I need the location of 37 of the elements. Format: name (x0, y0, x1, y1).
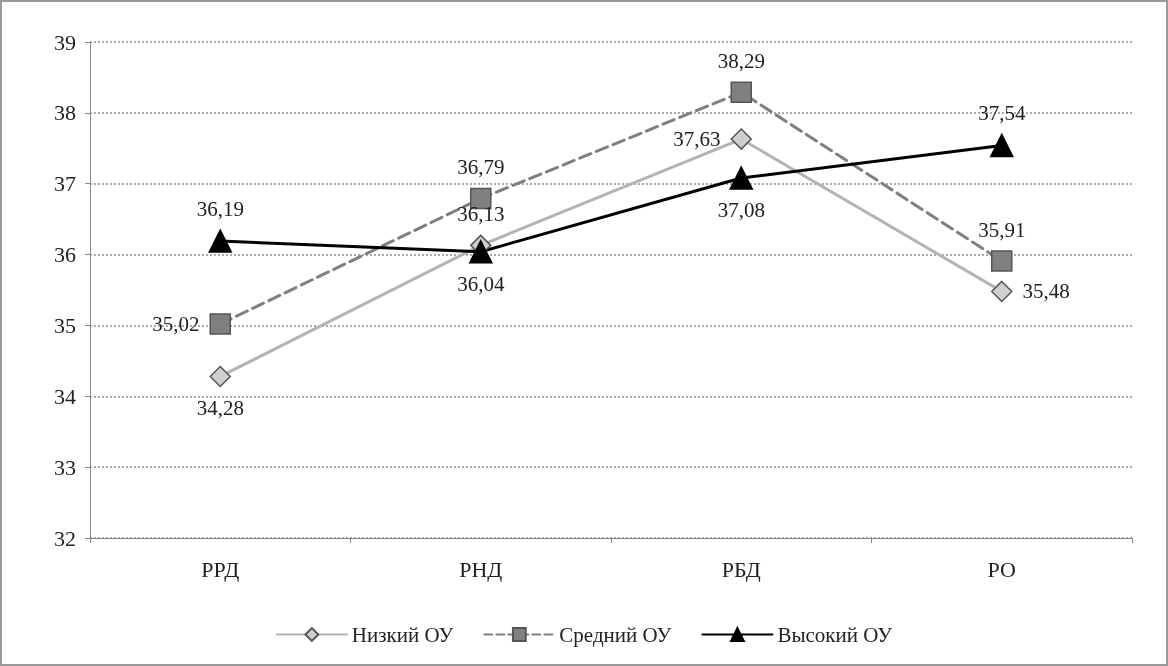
y-tick-label: 35 (54, 312, 76, 338)
point (730, 81, 752, 104)
data-label: 34,28 (196, 395, 244, 420)
point (990, 133, 1014, 158)
point (729, 166, 753, 190)
data-label: 36,04 (457, 271, 505, 296)
data-label: 37,63 (673, 127, 721, 152)
data-label: 38,29 (717, 49, 765, 74)
point (209, 365, 231, 388)
y-tick-label: 32 (54, 525, 76, 551)
x-tick-label: РРД (201, 556, 240, 582)
data-label: 35,02 (152, 312, 200, 337)
x-tick-label: РО (987, 556, 1016, 582)
data-label: 37,54 (978, 101, 1026, 126)
point (209, 313, 231, 335)
data-label: 35,91 (978, 217, 1026, 242)
x-tick-label: РНД (459, 556, 503, 582)
y-tick-label: 34 (54, 383, 76, 409)
point (991, 250, 1013, 272)
y-tick-label: 38 (54, 100, 76, 126)
data-label: 37,08 (717, 198, 765, 223)
data-label: 36,13 (457, 202, 505, 227)
y-tick-label: 33 (54, 454, 76, 480)
point (208, 229, 232, 253)
data-label: 35,48 (1022, 279, 1070, 304)
x-tick-label: РБД (721, 556, 761, 582)
data-label: 36,19 (196, 196, 244, 221)
legend-label: Средний ОУ (559, 622, 672, 647)
point (730, 128, 752, 150)
legend-label: Высокий ОУ (777, 622, 893, 647)
y-tick-label: 37 (54, 171, 76, 197)
y-tick-label: 39 (54, 29, 76, 55)
y-tick-label: 36 (54, 242, 76, 268)
data-label: 36,79 (457, 155, 505, 180)
point (469, 239, 493, 264)
legend-label: Низкий ОУ (351, 622, 454, 647)
point (991, 280, 1013, 303)
